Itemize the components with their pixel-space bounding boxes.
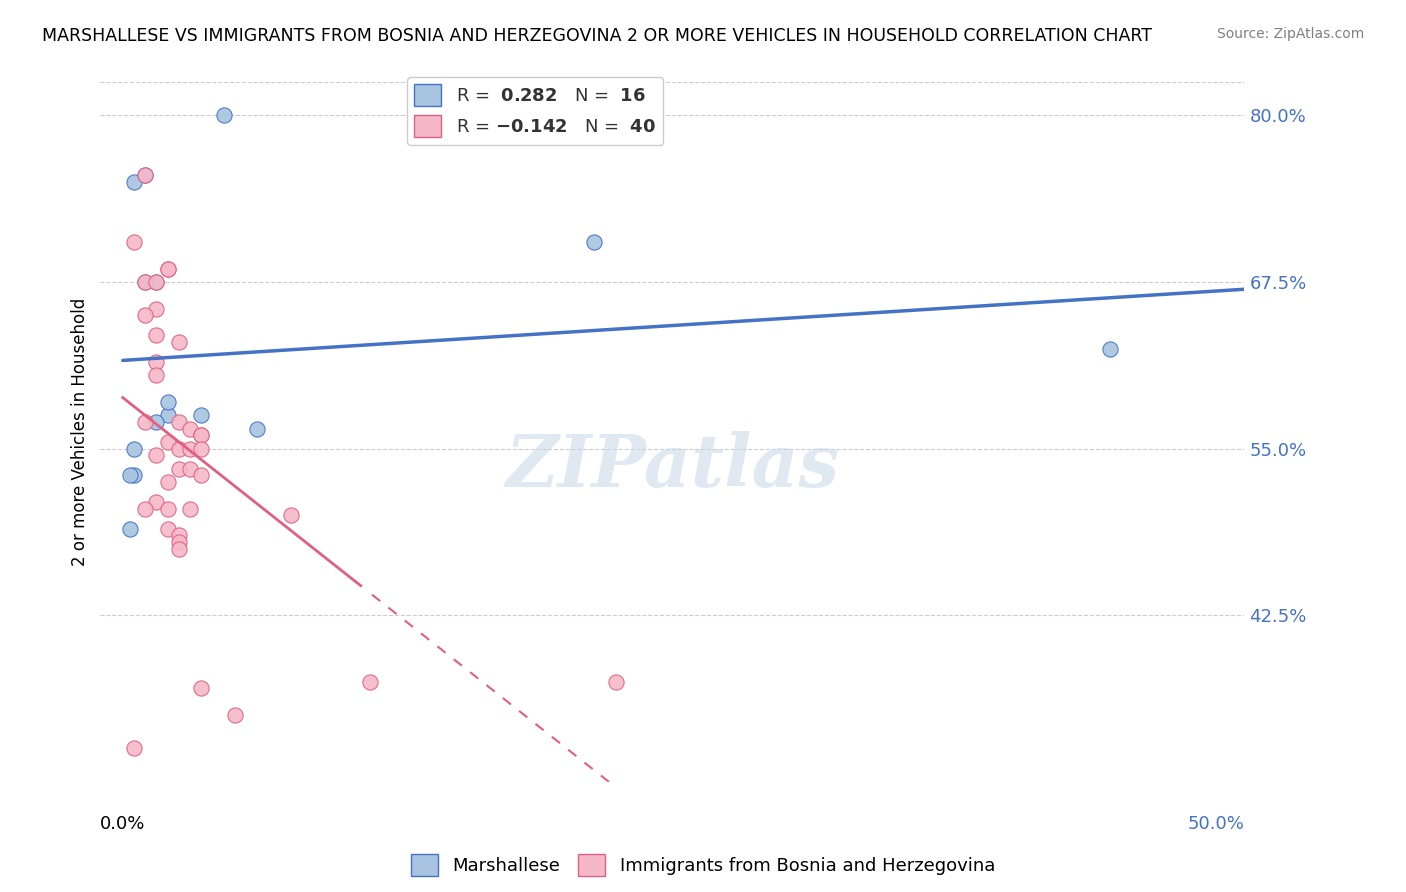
Point bbox=[122, 741, 145, 756]
Point bbox=[156, 434, 179, 449]
Point bbox=[145, 275, 167, 289]
Point bbox=[134, 309, 156, 323]
Point bbox=[190, 681, 212, 696]
Point bbox=[280, 508, 302, 523]
Point bbox=[179, 461, 201, 475]
Point bbox=[190, 409, 212, 423]
Point bbox=[179, 442, 201, 456]
Point bbox=[167, 541, 190, 556]
Point bbox=[359, 674, 381, 689]
Point bbox=[167, 442, 190, 456]
Point bbox=[134, 275, 156, 289]
Point bbox=[179, 421, 201, 435]
Point bbox=[167, 461, 190, 475]
Point bbox=[145, 328, 167, 343]
Point bbox=[145, 495, 167, 509]
Point bbox=[156, 475, 179, 489]
Point bbox=[156, 522, 179, 536]
Point bbox=[167, 528, 190, 542]
Point bbox=[145, 275, 167, 289]
Point bbox=[246, 421, 269, 435]
Point bbox=[145, 301, 167, 316]
Point bbox=[134, 169, 156, 183]
Point bbox=[122, 442, 145, 456]
Point bbox=[145, 448, 167, 462]
Point bbox=[156, 501, 179, 516]
Point bbox=[605, 674, 627, 689]
Point bbox=[190, 442, 212, 456]
Point bbox=[156, 261, 179, 276]
Text: MARSHALLESE VS IMMIGRANTS FROM BOSNIA AND HERZEGOVINA 2 OR MORE VEHICLES IN HOUS: MARSHALLESE VS IMMIGRANTS FROM BOSNIA AN… bbox=[42, 27, 1152, 45]
Legend: Marshallese, Immigrants from Bosnia and Herzegovina: Marshallese, Immigrants from Bosnia and … bbox=[404, 847, 1002, 883]
Point bbox=[145, 415, 167, 429]
Point bbox=[134, 275, 156, 289]
Point bbox=[190, 468, 212, 483]
Text: ZIPatlas: ZIPatlas bbox=[505, 432, 839, 502]
Text: 0.0%: 0.0% bbox=[100, 815, 146, 833]
Point bbox=[122, 235, 145, 249]
Point bbox=[582, 235, 605, 249]
Point bbox=[156, 395, 179, 409]
Legend: R =  $\mathbf{0.282}$   N =  $\mathbf{16}$, R = $\mathbf{-0.142}$   N =  $\mathb: R = $\mathbf{0.282}$ N = $\mathbf{16}$, … bbox=[408, 78, 664, 145]
Text: 50.0%: 50.0% bbox=[1188, 815, 1244, 833]
Point bbox=[212, 108, 235, 122]
Point bbox=[134, 415, 156, 429]
Point bbox=[167, 334, 190, 349]
Point bbox=[118, 468, 141, 483]
Text: Source: ZipAtlas.com: Source: ZipAtlas.com bbox=[1216, 27, 1364, 41]
Point bbox=[145, 355, 167, 369]
Point bbox=[122, 468, 145, 483]
Point bbox=[134, 169, 156, 183]
Point bbox=[167, 534, 190, 549]
Point bbox=[190, 428, 212, 442]
Point bbox=[118, 522, 141, 536]
Point bbox=[224, 708, 246, 723]
Point bbox=[134, 501, 156, 516]
Point bbox=[167, 415, 190, 429]
Y-axis label: 2 or more Vehicles in Household: 2 or more Vehicles in Household bbox=[72, 298, 89, 566]
Point bbox=[122, 175, 145, 189]
Point bbox=[145, 368, 167, 383]
Point bbox=[156, 261, 179, 276]
Point bbox=[1098, 342, 1121, 356]
Point bbox=[190, 428, 212, 442]
Point bbox=[156, 409, 179, 423]
Point bbox=[179, 501, 201, 516]
